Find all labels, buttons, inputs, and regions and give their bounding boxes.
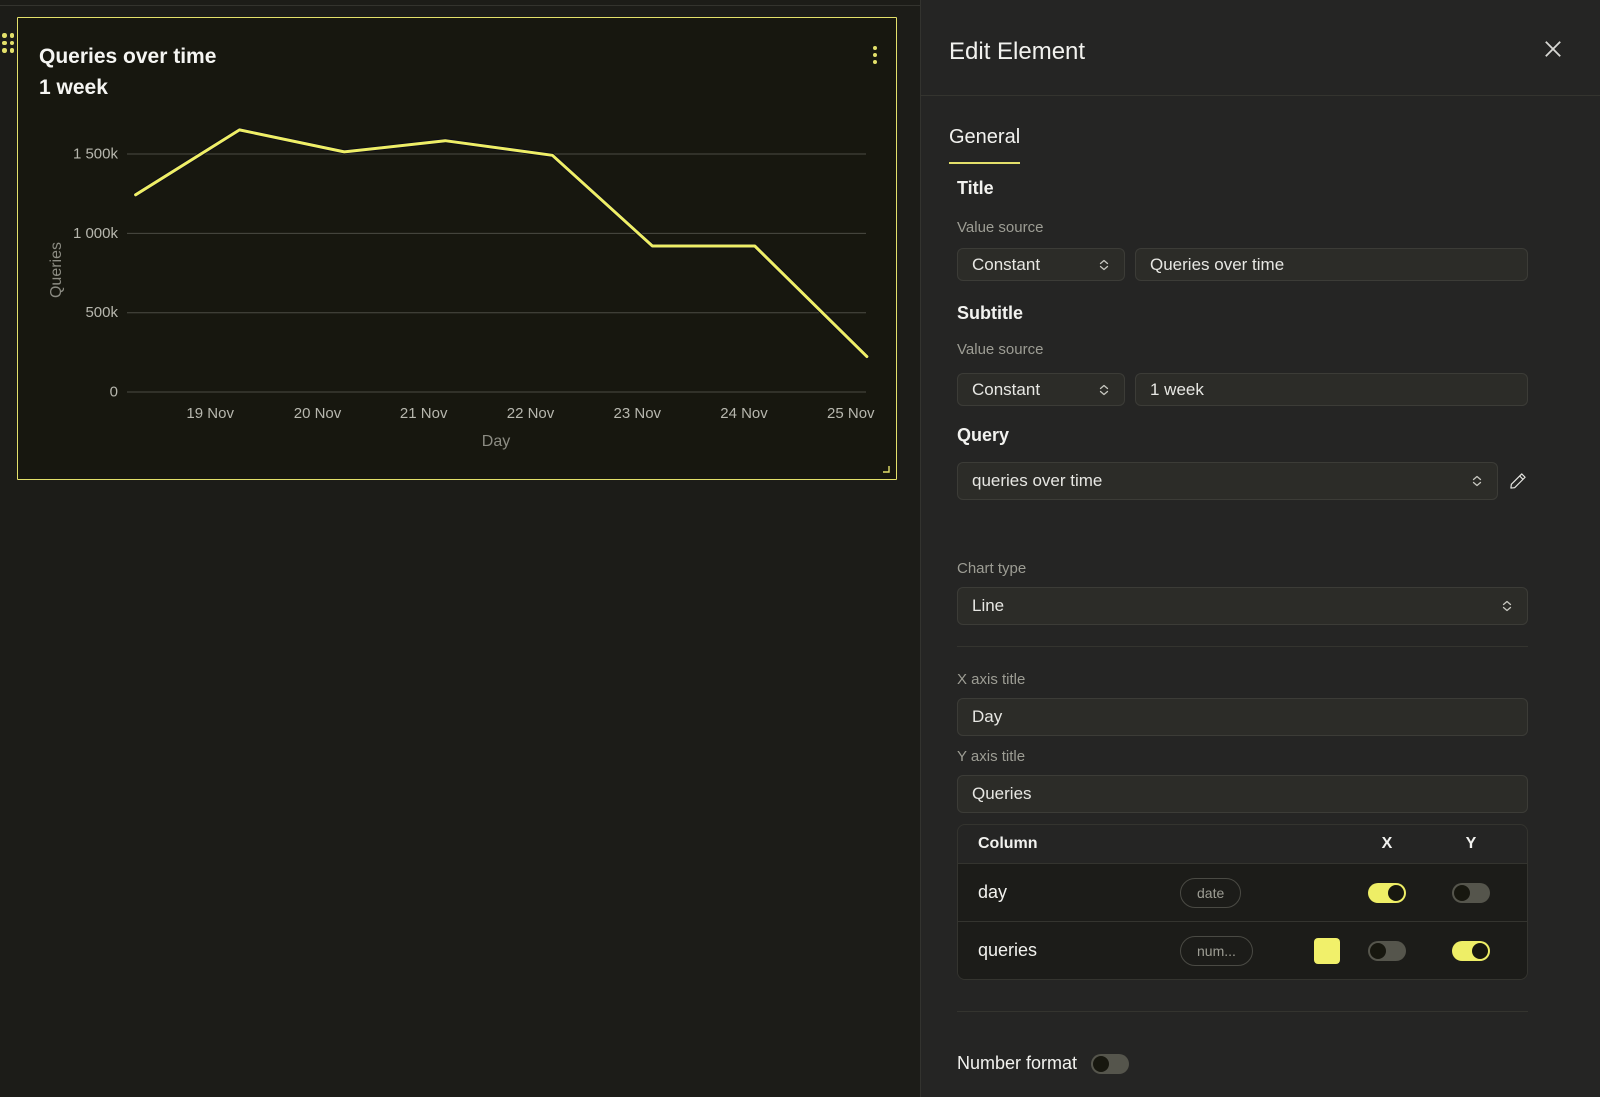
svg-text:1 500k: 1 500k [73,146,119,163]
svg-text:24 Nov: 24 Nov [720,405,768,422]
svg-text:1 000k: 1 000k [73,225,119,242]
svg-text:23 Nov: 23 Nov [614,405,662,422]
svg-text:20 Nov: 20 Nov [294,405,342,422]
svg-text:25 Nov: 25 Nov [827,405,875,422]
svg-text:500k: 500k [85,304,118,321]
svg-text:Day: Day [482,433,510,450]
svg-text:22 Nov: 22 Nov [507,405,555,422]
svg-text:21 Nov: 21 Nov [400,405,448,422]
svg-text:Queries: Queries [48,242,65,298]
svg-text:19 Nov: 19 Nov [186,405,234,422]
svg-text:0: 0 [110,383,118,400]
